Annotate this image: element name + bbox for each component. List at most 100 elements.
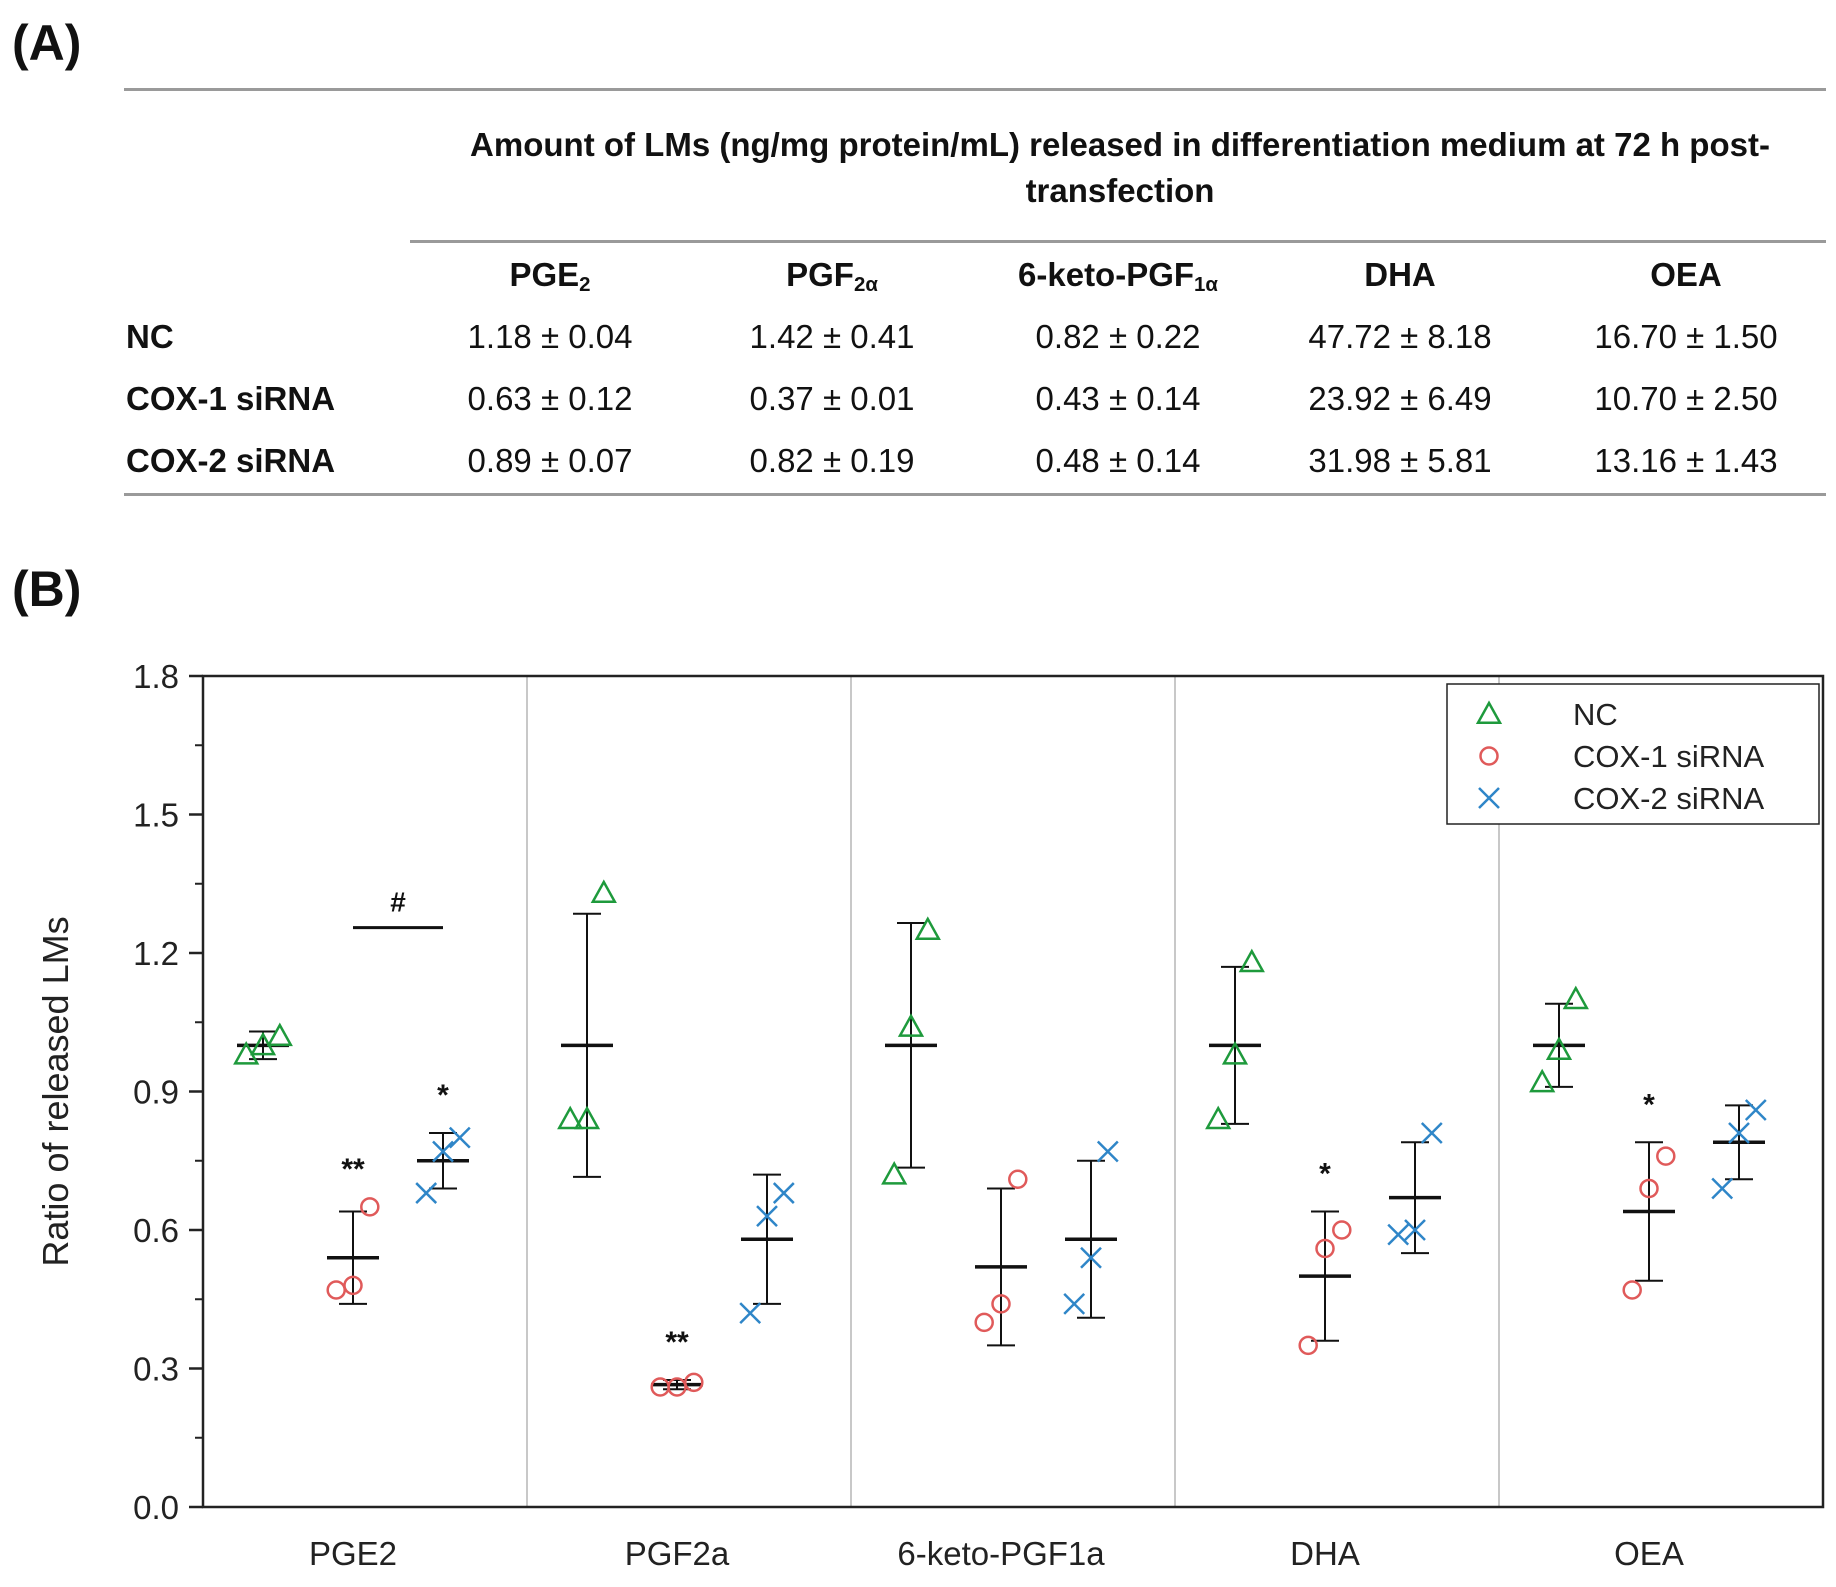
legend-label: NC — [1573, 697, 1618, 732]
data-point — [1080, 1246, 1102, 1269]
data-point — [1315, 1238, 1335, 1259]
table-cell: 0.82 ± 0.22 — [1035, 318, 1201, 355]
x-category-label: PGE2 — [309, 1535, 397, 1572]
data-point — [914, 916, 941, 940]
legend-marker — [1475, 700, 1503, 725]
x-category-label: OEA — [1614, 1535, 1684, 1572]
bracket-label: # — [390, 887, 406, 918]
table-cell: 1.42 ± 0.41 — [749, 318, 915, 355]
data-point — [1656, 1146, 1676, 1166]
table-cell: 0.37 ± 0.01 — [749, 380, 915, 417]
significance-mark: ** — [665, 1326, 689, 1359]
legend-marker — [1478, 787, 1500, 809]
panel-a-label: (A) — [12, 15, 82, 71]
table-cell: 0.82 ± 0.19 — [749, 442, 915, 479]
data-point — [684, 1372, 704, 1393]
data-point — [360, 1197, 380, 1217]
table-cell: 10.70 ± 2.50 — [1594, 380, 1778, 417]
column-header-subscript: 2 — [579, 273, 591, 297]
data-point — [1744, 1099, 1767, 1121]
table-cell: 0.43 ± 0.14 — [1035, 380, 1201, 417]
y-tick-label: 0.6 — [133, 1212, 179, 1249]
data-point — [1387, 1223, 1410, 1246]
data-point — [343, 1275, 363, 1296]
table-cell: 0.48 ± 0.14 — [1035, 442, 1201, 479]
table-cell: 0.63 ± 0.12 — [467, 380, 633, 417]
column-header: OEA — [1650, 256, 1722, 294]
data-point — [1298, 1335, 1318, 1356]
table-cell: 1.18 ± 0.04 — [467, 318, 633, 355]
data-point — [1404, 1219, 1426, 1241]
data-point — [1332, 1220, 1352, 1240]
legend-label: COX-2 siRNA — [1573, 781, 1765, 816]
table-cell: 47.72 ± 8.18 — [1308, 318, 1492, 355]
table-bottom-rule — [124, 493, 1826, 496]
data-point — [1420, 1122, 1443, 1144]
data-point — [326, 1280, 346, 1300]
column-header: PGE2 — [509, 256, 590, 297]
data-point — [1008, 1169, 1028, 1189]
data-point — [897, 1013, 925, 1037]
row-label: NC — [126, 318, 174, 355]
column-header: PGF2α — [786, 256, 878, 297]
y-axis-label: Ratio of released LMs — [35, 916, 76, 1266]
y-tick-label: 0.0 — [133, 1489, 179, 1526]
table-cell: 13.16 ± 1.43 — [1594, 442, 1778, 479]
data-point — [432, 1140, 454, 1163]
data-point — [590, 879, 617, 904]
data-point — [756, 1205, 778, 1228]
column-header-subscript: 2α — [853, 273, 878, 297]
data-point — [266, 1022, 293, 1047]
y-tick-label: 0.3 — [133, 1351, 179, 1388]
column-header-main: DHA — [1364, 256, 1436, 293]
column-header-main: 6-keto-PGF — [1018, 256, 1195, 293]
data-point — [650, 1377, 670, 1397]
column-header: DHA — [1364, 256, 1436, 294]
y-tick-label: 1.2 — [133, 935, 179, 972]
legend-marker — [1479, 746, 1499, 766]
column-header-main: PGF — [786, 256, 854, 293]
column-header: 6-keto-PGF1α — [1018, 256, 1218, 297]
y-tick-label: 0.9 — [133, 1074, 179, 1111]
data-point — [1545, 1036, 1573, 1060]
x-category-label: DHA — [1290, 1535, 1360, 1572]
legend-label: COX-1 siRNA — [1573, 739, 1765, 774]
data-point — [415, 1182, 438, 1204]
significance-mark: * — [1643, 1088, 1655, 1121]
significance-mark: ** — [341, 1153, 365, 1186]
column-header-main: OEA — [1650, 256, 1722, 293]
data-point — [557, 1105, 584, 1130]
column-header-subscript: 1α — [1194, 273, 1218, 297]
data-point — [1529, 1068, 1556, 1093]
data-point — [772, 1182, 795, 1204]
table-cell: 31.98 ± 5.81 — [1308, 442, 1492, 479]
data-point — [991, 1294, 1011, 1314]
ratio-scatter-chart: 0.0 0.3 0.6 0.9 1.2 1.5 1.8 Ratio of released L… — [35, 658, 1825, 1572]
table-top-rule — [124, 88, 1826, 91]
data-point — [974, 1312, 994, 1333]
data-point — [1728, 1122, 1750, 1144]
significance-mark: * — [437, 1079, 449, 1112]
data-point — [1639, 1178, 1659, 1199]
table-cell: 16.70 ± 1.50 — [1594, 318, 1778, 355]
data-point — [573, 1105, 601, 1130]
data-point — [881, 1161, 908, 1185]
column-header-main: PGE — [509, 256, 580, 293]
significance-mark: * — [1319, 1158, 1331, 1191]
x-category-label: PGF2a — [625, 1535, 730, 1572]
data-point — [448, 1126, 471, 1149]
y-tick-label: 1.5 — [133, 797, 179, 834]
table-cell: 23.92 ± 6.49 — [1308, 380, 1492, 417]
row-label: COX-1 siRNA — [126, 380, 336, 417]
data-point — [739, 1302, 762, 1324]
table-cell: 0.89 ± 0.07 — [467, 442, 633, 479]
data-point — [1622, 1280, 1642, 1300]
data-point — [1562, 985, 1589, 1010]
table-header-rule — [410, 240, 1826, 243]
row-label: COX-2 siRNA — [126, 442, 336, 479]
data-point — [1711, 1177, 1734, 1200]
data-point — [1238, 948, 1265, 973]
data-point — [1063, 1292, 1086, 1315]
x-category-label: 6-keto-PGF1a — [897, 1535, 1105, 1572]
table-caption: Amount of LMs (ng/mg protein/mL) release… — [470, 126, 1770, 209]
